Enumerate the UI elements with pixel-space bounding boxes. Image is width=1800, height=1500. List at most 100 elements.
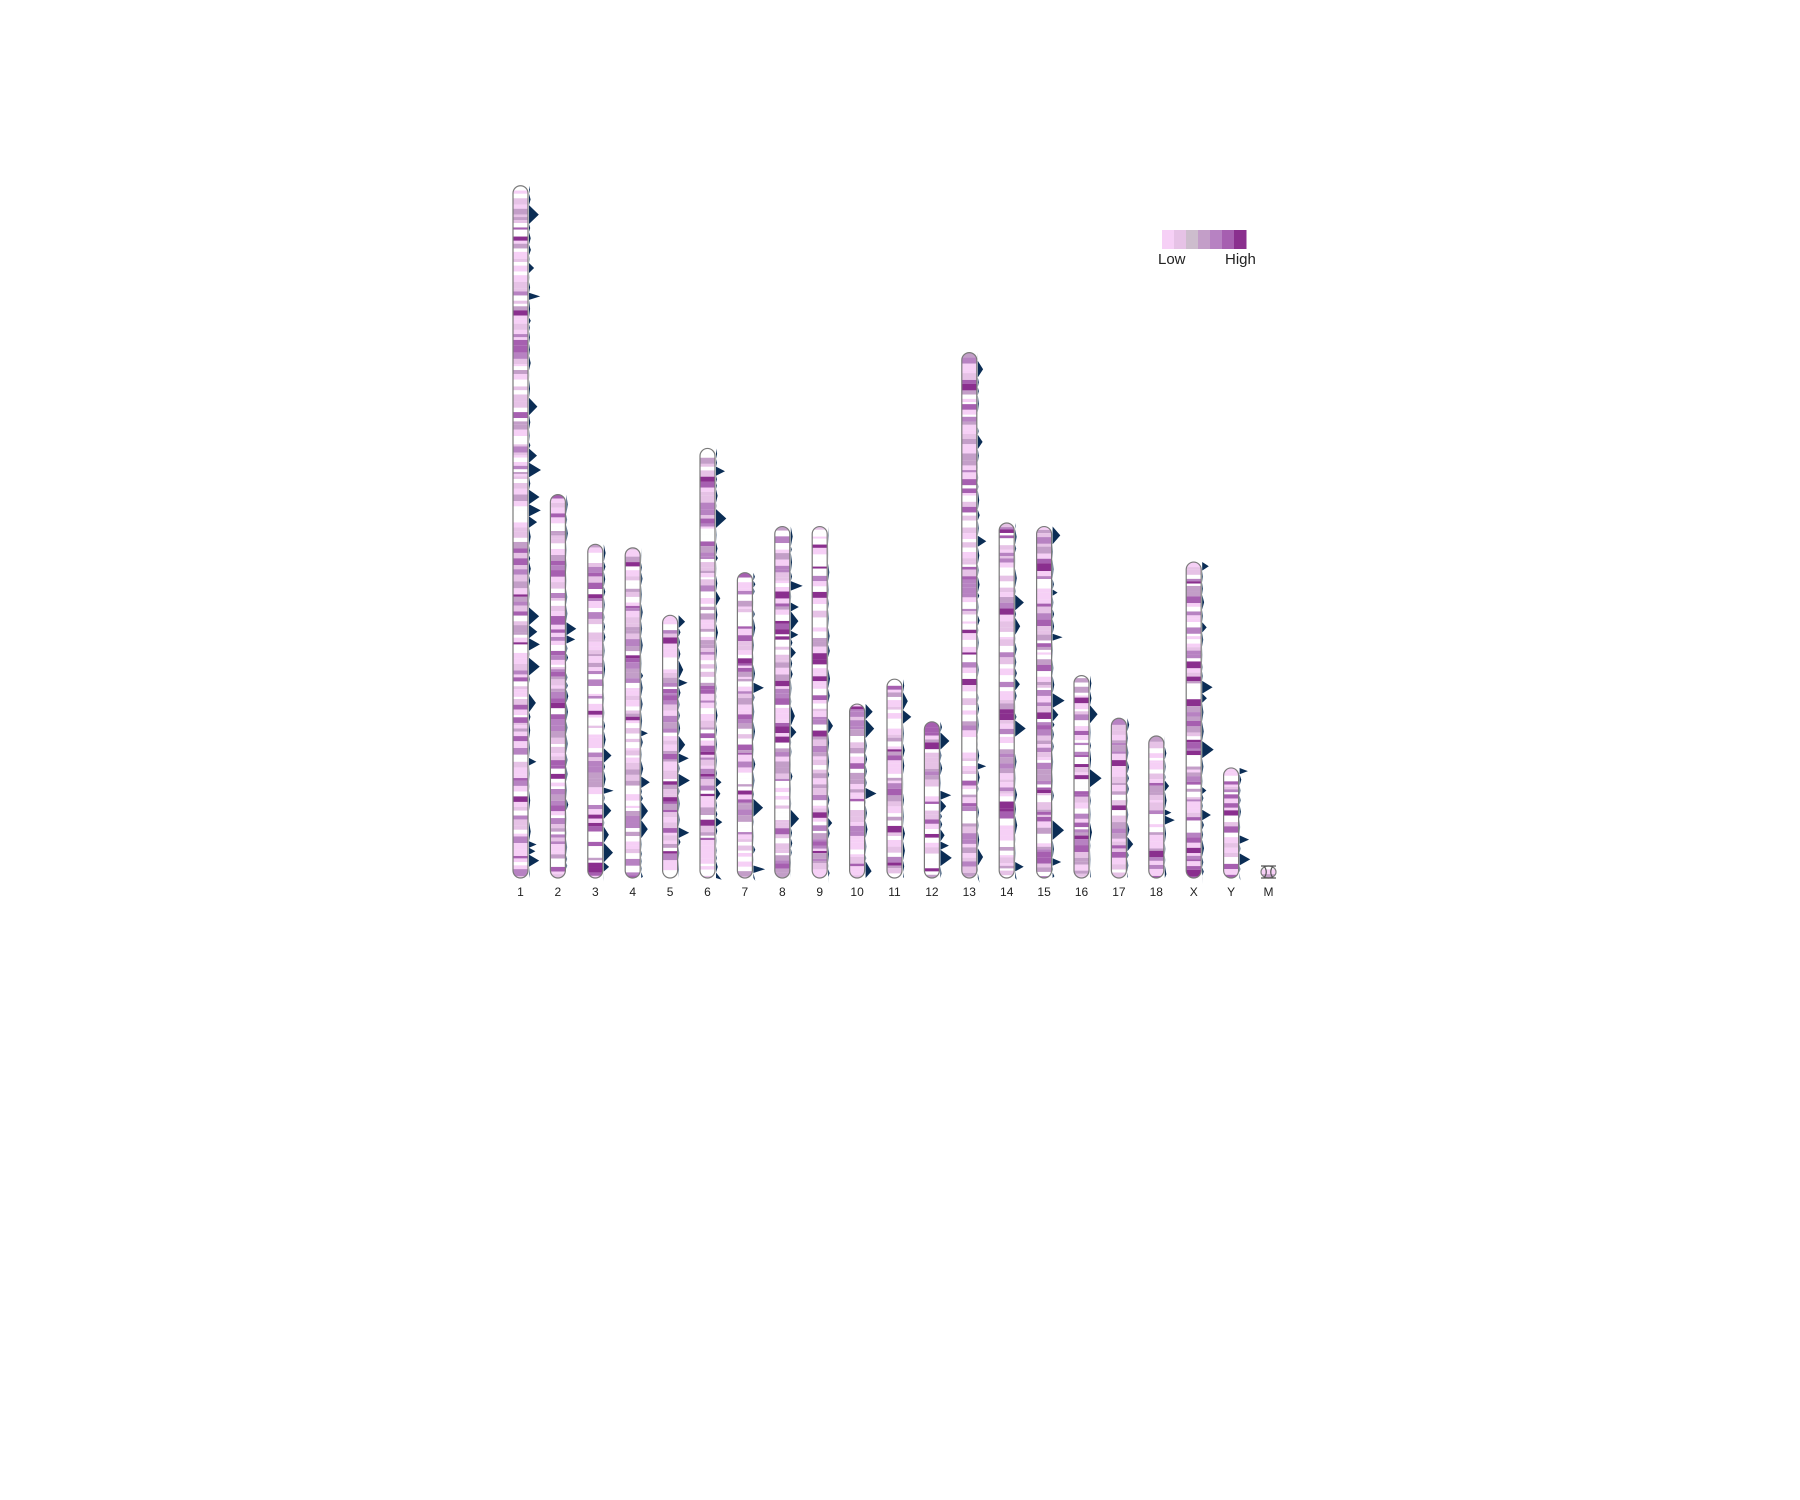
density-band — [513, 193, 528, 199]
density-band — [513, 429, 528, 437]
density-band — [774, 565, 790, 570]
density-band — [625, 672, 641, 679]
density-band — [587, 804, 603, 810]
density-band — [1186, 650, 1202, 655]
density-band — [812, 597, 828, 605]
density-band — [513, 637, 528, 643]
density-band — [737, 626, 753, 629]
density-bands — [999, 523, 1015, 878]
chromosome-label: 1 — [517, 885, 524, 899]
density-band — [550, 854, 566, 859]
density-band — [587, 566, 603, 573]
density-band — [849, 789, 865, 793]
density-band — [1148, 820, 1164, 825]
density-band — [662, 761, 678, 765]
density-band — [999, 614, 1015, 618]
density-band — [961, 492, 977, 496]
density-band — [1036, 747, 1052, 753]
density-band — [662, 652, 678, 658]
density-band — [849, 854, 865, 857]
density-band — [550, 543, 566, 549]
density-band — [1186, 585, 1202, 592]
density-band — [849, 816, 865, 823]
density-band — [700, 534, 715, 542]
density-band — [1074, 832, 1089, 836]
density-band — [1036, 729, 1052, 736]
density-band — [700, 720, 715, 728]
density-band — [700, 849, 715, 853]
density-band — [700, 727, 715, 730]
density-band — [625, 706, 641, 711]
density-band — [1223, 832, 1239, 838]
density-band — [587, 748, 603, 753]
density-band — [550, 811, 566, 816]
density-band — [587, 772, 603, 779]
density-band — [625, 713, 641, 717]
chromosome-5: 5 — [661, 614, 690, 899]
density-band — [1036, 649, 1052, 653]
density-peak-track — [753, 572, 766, 881]
density-band — [700, 610, 715, 614]
chromosome-17: 17 — [1110, 717, 1134, 899]
density-band — [999, 631, 1015, 638]
density-band — [550, 593, 566, 599]
density-band — [513, 558, 528, 566]
density-band — [513, 185, 528, 191]
density-band — [700, 495, 715, 503]
density-band — [700, 541, 715, 547]
density-band — [1186, 615, 1202, 619]
density-band — [513, 457, 528, 463]
density-band — [1223, 815, 1239, 823]
density-band — [1186, 633, 1202, 637]
density-band — [625, 566, 641, 571]
density-band — [513, 379, 528, 387]
density-band — [774, 587, 790, 592]
density-band — [625, 646, 641, 652]
density-band — [774, 868, 790, 873]
density-band — [587, 654, 603, 657]
density-band — [812, 784, 828, 789]
density-band — [737, 714, 753, 719]
density-band — [550, 570, 566, 577]
density-band — [774, 733, 790, 737]
density-band — [700, 790, 715, 794]
density-band — [774, 849, 790, 854]
density-band — [812, 554, 828, 562]
density-band — [774, 680, 790, 687]
density-band — [550, 676, 566, 680]
density-band — [550, 588, 566, 594]
density-band — [774, 609, 790, 615]
density-band — [961, 817, 977, 824]
density-band — [550, 834, 566, 838]
density-band — [550, 667, 566, 670]
chromosome-10: 10 — [848, 703, 877, 899]
density-band — [1148, 848, 1164, 851]
density-band — [774, 649, 790, 655]
density-band — [849, 709, 865, 712]
density-band — [700, 668, 715, 672]
density-band — [662, 630, 678, 634]
density-band — [1148, 832, 1164, 835]
density-band — [625, 690, 641, 696]
density-band — [700, 502, 715, 510]
density-bands — [812, 526, 828, 878]
density-band — [1036, 603, 1052, 607]
density-band — [1074, 692, 1089, 696]
density-band — [587, 814, 603, 819]
density-band — [550, 636, 566, 641]
density-band — [774, 526, 790, 531]
density-band — [1111, 813, 1127, 816]
density-band — [513, 366, 528, 371]
density-band — [849, 801, 865, 805]
density-band — [1036, 851, 1052, 858]
density-band — [513, 424, 528, 430]
density-band — [700, 570, 715, 574]
density-band — [812, 752, 828, 757]
density-band — [999, 675, 1015, 682]
density-band — [737, 718, 753, 724]
density-band — [774, 598, 790, 604]
density-band — [1074, 714, 1089, 721]
density-band — [700, 487, 715, 492]
density-band — [513, 625, 528, 633]
density-band — [961, 409, 977, 415]
